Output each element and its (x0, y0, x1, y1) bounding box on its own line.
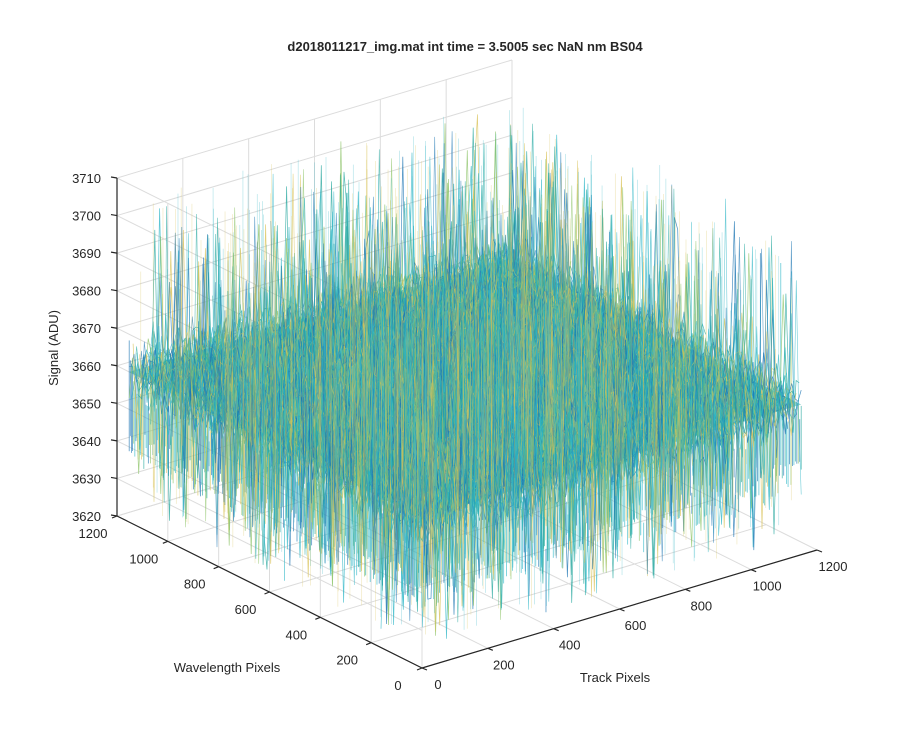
x-tick-label: 200 (493, 657, 515, 672)
chart-title: d2018011217_img.mat int time = 3.5005 se… (287, 39, 643, 54)
y-tick-mark (416, 667, 423, 671)
z-tick-mark (110, 364, 118, 367)
z-tick-label: 3680 (72, 284, 101, 299)
x-tick-mark (619, 608, 625, 612)
z-tick-mark (110, 514, 118, 517)
x-axis-label: Track Pixels (580, 670, 651, 685)
z-tick-mark (110, 176, 118, 179)
z-tick-mark (110, 326, 118, 329)
x-tick-mark (816, 549, 823, 553)
y-tick-mark (315, 616, 321, 620)
x-tick-label: 1200 (819, 559, 848, 574)
z-tick-mark (110, 476, 118, 480)
z-tick-label: 3650 (72, 396, 101, 411)
x-tick-label: 800 (690, 598, 712, 613)
left-wall-grid-horizontal (116, 477, 423, 631)
x-tick-mark (553, 628, 559, 632)
y-tick-label: 1000 (129, 551, 158, 566)
z-tick-mark (110, 251, 118, 254)
z-tick-label: 3700 (72, 209, 101, 224)
z-tick-label: 3710 (72, 171, 101, 186)
z-tick-mark (110, 439, 118, 442)
y-tick-label: 800 (184, 577, 206, 592)
y-tick-label: 600 (235, 602, 257, 617)
z-tick-label: 3620 (72, 509, 101, 524)
surface-plot (128, 107, 802, 639)
z-tick-mark (110, 289, 118, 292)
x-tick-mark (421, 667, 428, 671)
x-tick-label: 400 (559, 638, 581, 653)
z-axis-label: Signal (ADU) (46, 310, 61, 386)
z-tick-label: 3690 (72, 246, 101, 261)
z-tick-label: 3640 (72, 434, 101, 449)
y-tick-mark (365, 642, 372, 646)
y-tick-label: 200 (336, 653, 358, 668)
z-tick-label: 3630 (72, 471, 101, 486)
z-tick-label: 3670 (72, 321, 101, 336)
z-tick-label: 3660 (72, 359, 101, 374)
y-tick-mark (264, 591, 270, 595)
y-tick-label: 1200 (79, 526, 108, 541)
y-tick-mark (213, 566, 219, 570)
tick-labels: 0 200 400 600 800 1000 1200 0 200 400 600 800 1000 12… (72, 171, 847, 693)
y-tick-label: 0 (394, 678, 401, 693)
y-tick-mark (162, 540, 169, 544)
z-tick-mark (110, 401, 118, 404)
x-tick-label: 0 (434, 677, 441, 692)
x-tick-label: 1000 (753, 579, 782, 594)
x-tick-mark (750, 569, 757, 573)
x-tick-mark (685, 588, 691, 592)
y-tick-label: 400 (285, 627, 307, 642)
z-tick-mark (110, 213, 118, 217)
x-tick-mark (487, 647, 494, 651)
floor-grid-line-y (371, 524, 767, 644)
surface-top (128, 107, 802, 639)
x-tick-label: 600 (625, 618, 647, 633)
right-wall-grid-horizontal (116, 59, 513, 179)
right-wall-grid-horizontal (116, 97, 513, 217)
y-axis-label: Wavelength Pixels (174, 660, 281, 675)
